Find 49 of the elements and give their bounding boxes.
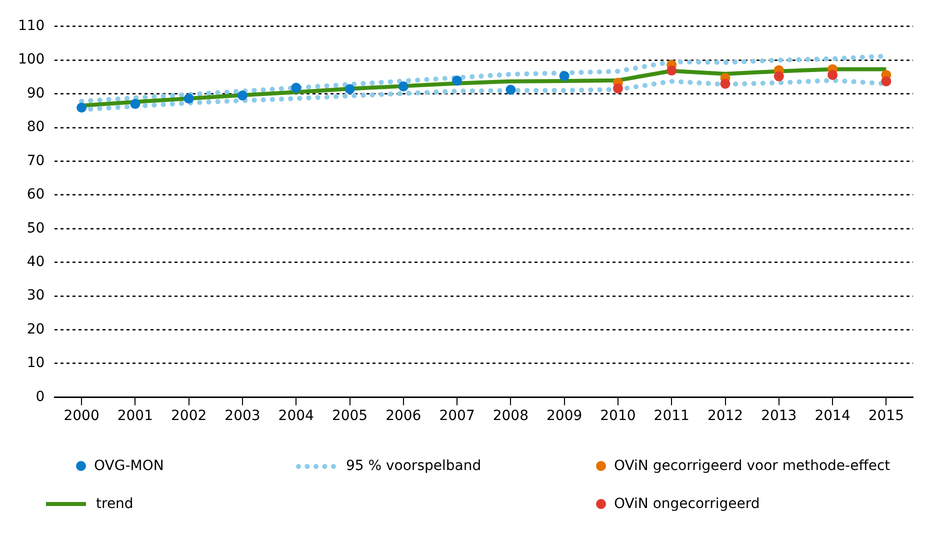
point	[506, 84, 516, 95]
x-tick-label: 2013	[761, 408, 797, 424]
point	[452, 76, 462, 86]
x-tick-label: 2001	[117, 408, 154, 424]
y-tick-label: 80	[26, 119, 45, 136]
y-tick-label: 20	[26, 321, 45, 338]
legend-label: OVG-MON	[94, 458, 164, 474]
point	[828, 70, 838, 80]
x-tick-label: 2005	[332, 408, 368, 424]
y-tick-label: 0	[36, 388, 45, 405]
legend-label: 95 % voorspelband	[346, 458, 482, 474]
y-tick-label: 70	[26, 152, 45, 169]
y-tick-label: 60	[26, 186, 45, 203]
y-tick-label: 90	[26, 85, 45, 102]
y-tick-label: 10	[26, 355, 45, 372]
legend-label: OViN ongecorrigeerd	[614, 496, 760, 512]
x-tick-label: 2011	[654, 408, 690, 424]
point	[184, 94, 194, 104]
point	[666, 66, 677, 76]
y-tick-label: 110	[18, 18, 45, 34]
x-tick-label: 2000	[64, 408, 100, 424]
x-tick-label: 2008	[492, 408, 528, 424]
point	[291, 82, 302, 93]
y-tick-label: 100	[18, 52, 45, 68]
x-tick-label: 2002	[171, 408, 207, 424]
point	[774, 71, 784, 82]
x-tick-label: 2009	[546, 408, 582, 424]
x-tick-label: 2003	[224, 408, 260, 424]
x-tick-label: 2007	[439, 408, 475, 424]
legend-label: OViN gecorrigeerd voor methode-effect	[614, 458, 890, 474]
point	[76, 102, 87, 113]
x-tick-label: 2010	[600, 408, 636, 424]
y-tick-label: 40	[26, 254, 45, 270]
point	[344, 84, 355, 94]
x-tick-label: 2012	[707, 408, 744, 424]
y-tick-label: 50	[26, 220, 45, 236]
x-tick-label: 2004	[278, 408, 314, 424]
point	[398, 81, 408, 92]
x-tick-label: 2014	[814, 408, 850, 424]
point	[881, 76, 892, 86]
x-tick-label: 2006	[386, 408, 422, 424]
point	[720, 78, 730, 89]
y-tick-label: 30	[26, 288, 45, 304]
point	[559, 70, 570, 81]
x-tick-label: 2015	[868, 408, 904, 424]
point	[130, 98, 140, 109]
point	[237, 90, 248, 101]
legend-label: trend	[96, 496, 134, 512]
point	[612, 83, 623, 94]
